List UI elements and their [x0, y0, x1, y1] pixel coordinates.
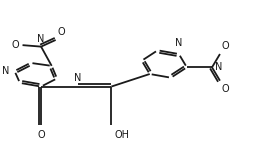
- Text: N: N: [74, 73, 82, 83]
- Text: O: O: [58, 27, 65, 37]
- Text: N: N: [2, 66, 10, 76]
- Text: N: N: [175, 38, 183, 48]
- Text: O: O: [37, 130, 45, 140]
- Text: O: O: [222, 41, 229, 51]
- Text: N: N: [37, 34, 45, 44]
- Text: N: N: [215, 62, 222, 72]
- Text: O: O: [12, 40, 20, 50]
- Text: O: O: [222, 84, 229, 94]
- Text: OH: OH: [114, 130, 129, 140]
